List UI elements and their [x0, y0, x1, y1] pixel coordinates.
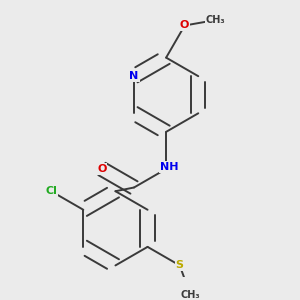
- Text: NH: NH: [160, 162, 178, 172]
- Text: O: O: [180, 20, 189, 31]
- Text: S: S: [176, 260, 184, 270]
- Text: Cl: Cl: [45, 186, 57, 196]
- Text: CH₃: CH₃: [206, 15, 226, 25]
- Text: O: O: [97, 164, 106, 174]
- Text: CH₃: CH₃: [181, 290, 200, 300]
- Text: N: N: [129, 71, 139, 81]
